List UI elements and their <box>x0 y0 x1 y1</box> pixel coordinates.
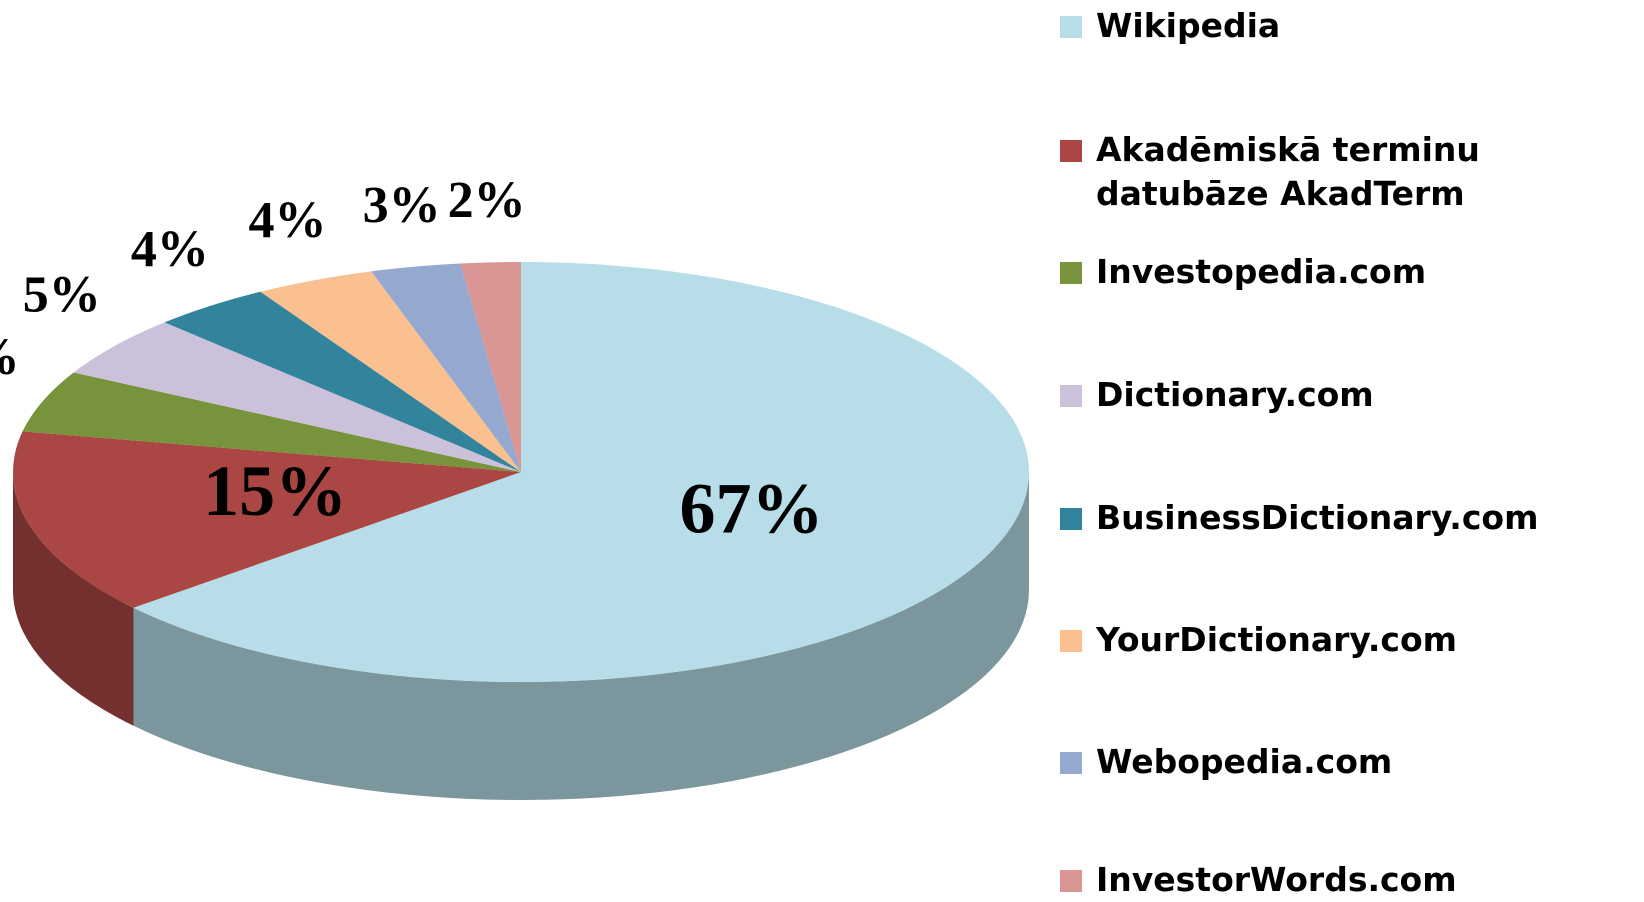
legend-swatch <box>1060 508 1082 530</box>
slice <box>164 291 521 472</box>
legend-swatch <box>1060 630 1082 652</box>
legend: Wikipedia Akadēmiskā terminu datubāze Aka… <box>1060 0 1644 902</box>
legend-swatch <box>1060 262 1082 284</box>
chart: 67% 15% 5%5% 4% 4% 3%2% <box>0 172 1030 800</box>
legend-label: Dictionary.com <box>1096 375 1374 414</box>
legend-label: Webopedia.com <box>1096 742 1393 781</box>
slice <box>22 372 521 472</box>
legend-swatch <box>1060 16 1082 38</box>
legend-swatch <box>1060 140 1082 162</box>
slice <box>73 322 521 472</box>
legend-label: Akadēmiskā terminu datubāze AkadTerm <box>1096 130 1480 213</box>
data-label: 4% <box>249 192 327 249</box>
slice <box>371 263 521 472</box>
legend-label: BusinessDictionary.com <box>1096 498 1539 537</box>
data-label: 5% <box>23 267 101 324</box>
legend-swatch <box>1060 385 1082 407</box>
legend-label: Investopedia.com <box>1096 252 1427 291</box>
data-label: 5% <box>0 329 20 386</box>
data-label: 67% <box>679 469 823 549</box>
slice-side <box>12 472 134 726</box>
legend-label: Wikipedia <box>1096 6 1281 45</box>
data-label: 15% <box>203 451 347 531</box>
slice <box>460 262 521 472</box>
slice <box>13 431 521 608</box>
data-label: 3% <box>363 177 441 234</box>
slice <box>133 262 1030 682</box>
legend-swatch <box>1060 752 1082 774</box>
data-label: 4% <box>131 221 209 278</box>
legend-label: YourDictionary.com <box>1096 620 1458 659</box>
legend-label: InvestorWords.com <box>1096 860 1457 899</box>
legend-swatch <box>1060 870 1082 892</box>
slice <box>260 271 521 472</box>
slice-side <box>133 472 1030 800</box>
data-label: 2% <box>448 172 526 229</box>
